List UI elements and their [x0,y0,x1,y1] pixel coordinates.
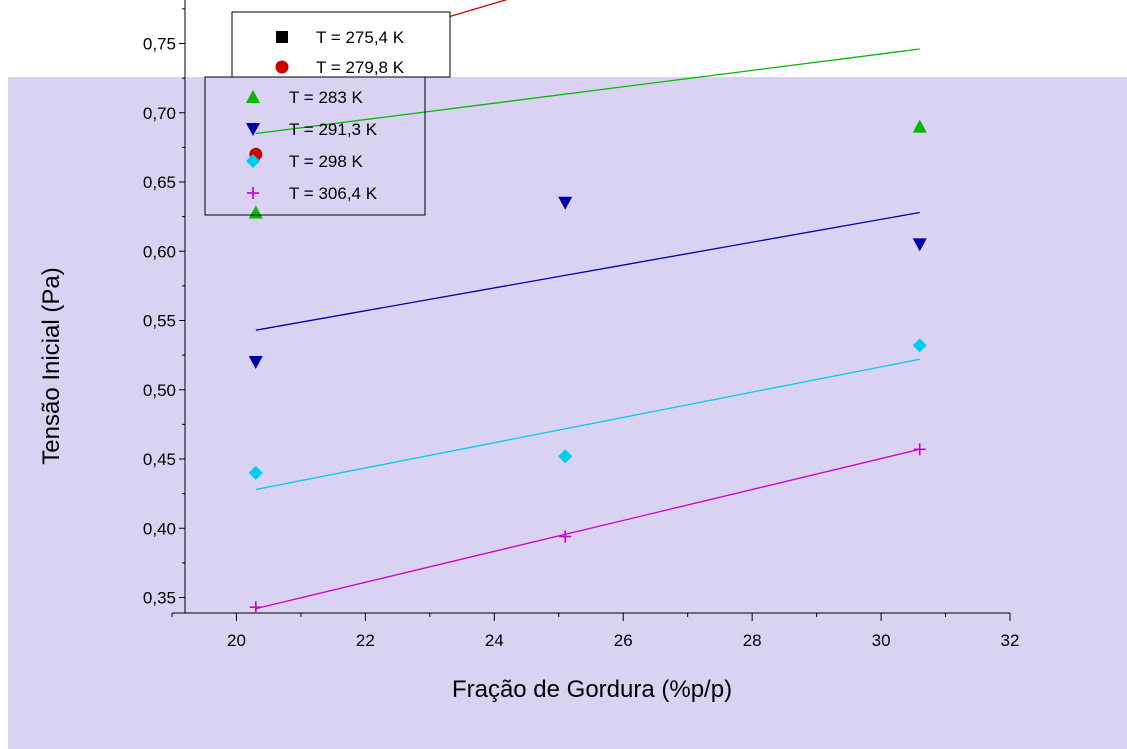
x-tick-label: 28 [743,631,762,650]
x-tick-label: 24 [485,631,504,650]
data-point-s2-0 [248,205,263,219]
x-tick-label: 30 [872,631,891,650]
y-tick-label: 0,45 [143,450,176,469]
y-tick-label: 0,60 [143,242,176,261]
legend-box-top [231,11,451,78]
data-point-s5-1 [559,530,572,543]
x-tick-label: 20 [227,631,246,650]
legend-label-5: T = 306,4 K [289,184,378,203]
x-tick-label: 26 [614,631,633,650]
data-point-s4-0 [248,465,263,480]
data-point-s3-1 [558,196,573,210]
legend-label-3: T = 291,3 K [289,120,378,139]
data-point-s5-0 [249,601,262,614]
data-point-s4-2 [912,338,927,353]
data-point-s5-2 [913,443,926,456]
y-tick-label: 0,40 [143,519,176,538]
y-tick-label: 0,35 [143,589,176,608]
legend-marker-3 [246,123,260,136]
legend-marker-0 [276,31,288,43]
fit-line-5 [255,448,920,610]
legend-marker-5 [247,187,259,199]
x-tick-label: 22 [356,631,375,650]
legend-box [204,76,426,216]
axes: 0,350,400,450,500,550,600,650,700,750,80… [143,0,1020,650]
data-point-s3-2 [912,238,927,252]
data-point-s2-2 [912,119,927,133]
fit-line-3 [255,211,920,331]
y-tick-label: 0,55 [143,312,176,331]
legend-label-0: T = 275,4 K [316,28,405,47]
x-axis-title: Fração de Gordura (%p/p) [452,676,732,703]
legend-label-2: T = 283 K [289,88,364,107]
legend-marker-1 [275,60,289,74]
fit-line-4 [255,358,920,491]
legend-label-4: T = 298 K [289,152,364,171]
legend: T = 275,4 K T = 279,8 K T = 283 K T = 291,3… [204,11,451,216]
y-tick-label: 0,70 [143,104,176,123]
y-tick-label: 0,75 [143,35,176,54]
y-tick-label: 0,65 [143,173,176,192]
legend-marker-2 [246,90,260,103]
legend-marker-4 [246,154,260,168]
fit-line-2 [255,48,920,135]
legend-label-1: T = 279,8 K [316,58,405,77]
y-axis-title: Tensão Inicial (Pa) [38,267,65,464]
x-tick-label: 32 [1001,631,1020,650]
data-point-s3-0 [248,356,263,370]
plot-background-panel [8,77,1127,749]
y-tick-label: 0,50 [143,381,176,400]
data-point-s4-1 [558,449,573,464]
